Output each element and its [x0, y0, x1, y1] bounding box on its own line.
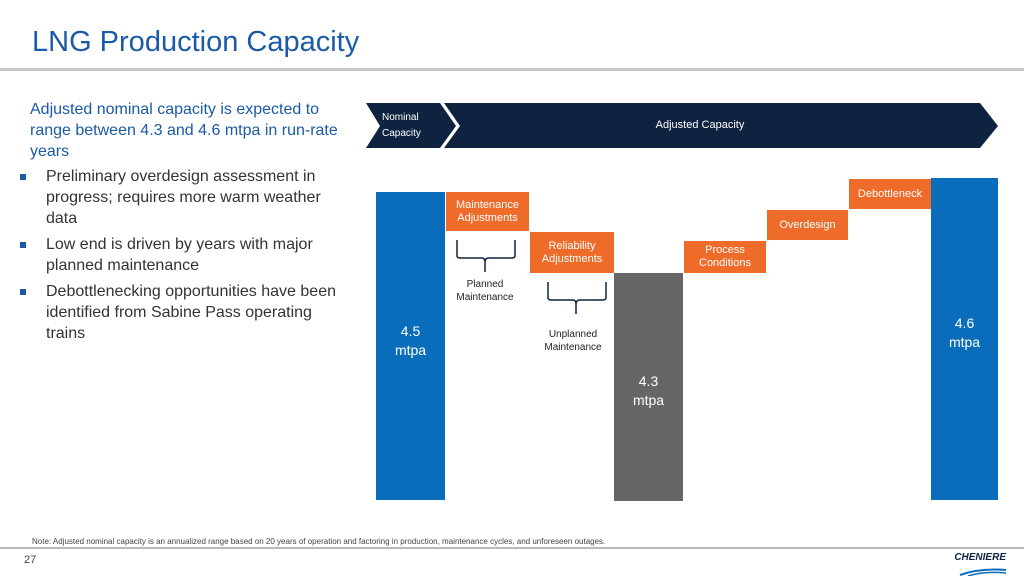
bullet-icon: [20, 289, 26, 295]
footer-divider: [0, 547, 1024, 549]
bar-high-end: [931, 178, 998, 500]
planned-maintenance-label: Planned Maintenance: [456, 279, 514, 303]
value-unit: mtpa: [632, 392, 665, 408]
bullet-text: Debottlenecking opportunities have been …: [46, 283, 336, 342]
logo-waves-icon: [959, 568, 1007, 577]
bar-maintenance-adjustments: Maintenance Adjustments: [445, 191, 530, 232]
value-number: 4.6: [954, 315, 975, 331]
bar-low-end: [614, 273, 683, 501]
page-number: 27: [24, 554, 37, 566]
cheniere-logo: CHENIERE: [940, 552, 1007, 577]
capacity-banner: [366, 103, 998, 148]
footnote: Note: Adjusted nominal capacity is an an…: [32, 537, 606, 546]
nominal-chevron: [366, 103, 456, 148]
value-number: 4.5: [400, 323, 421, 339]
bar-reliability-adjustments: Reliability Adjustments: [529, 231, 615, 274]
unplanned-maintenance-label: Unplanned Maintenance: [544, 329, 602, 353]
bullet-icon: [20, 242, 26, 248]
bullet-item: Debottlenecking opportunities have been …: [20, 281, 346, 344]
bullet-icon: [20, 174, 26, 180]
adjusted-chevron: [444, 103, 998, 148]
bar-debottleneck: Debottleneck: [848, 178, 932, 210]
bullet-item: Preliminary overdesign assessment in pro…: [20, 166, 346, 229]
bullet-text: Low end is driven by years with major pl…: [46, 236, 313, 274]
bar-nominal: [376, 192, 445, 500]
nominal-capacity-label: Nominal Capacity: [382, 112, 421, 139]
intro-text: Adjusted nominal capacity is expected to…: [30, 101, 338, 160]
value-unit: mtpa: [394, 342, 427, 358]
value-label-low: 4.3 mtpa: [614, 372, 683, 410]
page-title: LNG Production Capacity: [32, 26, 360, 58]
bullet-item: Low end is driven by years with major pl…: [20, 234, 346, 276]
title-divider: [0, 68, 1024, 71]
bullet-text: Preliminary overdesign assessment in pro…: [46, 168, 321, 227]
adjusted-capacity-label: Adjusted Capacity: [655, 119, 745, 131]
value-label-nominal: 4.5 mtpa: [376, 322, 445, 360]
bar-overdesign: Overdesign: [766, 209, 849, 241]
unplanned-brace-icon: [547, 282, 607, 314]
value-label-high: 4.6 mtpa: [931, 314, 998, 352]
value-unit: mtpa: [948, 334, 981, 350]
planned-brace-icon: [456, 240, 516, 272]
value-number: 4.3: [638, 373, 659, 389]
bar-process-conditions: Process Conditions: [683, 240, 767, 274]
